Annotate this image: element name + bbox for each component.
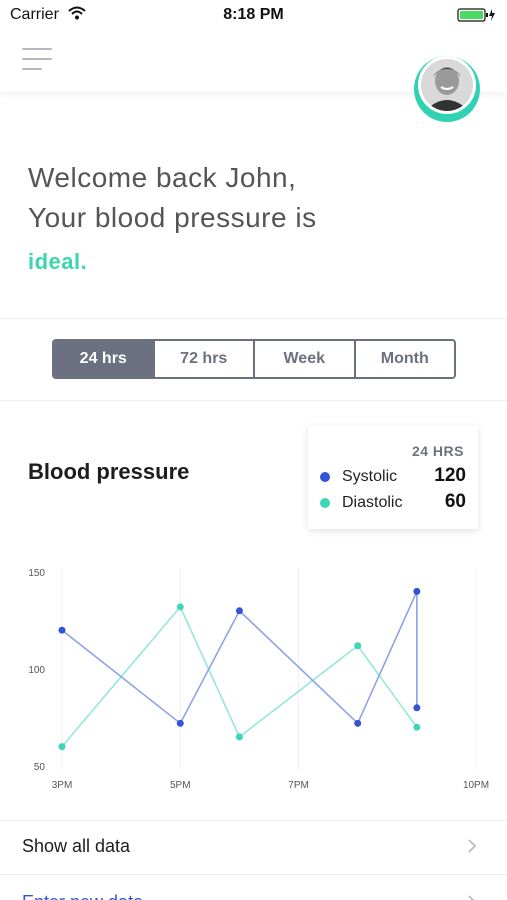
x-tick-label: 7PM <box>288 780 309 791</box>
pressure-status: ideal. <box>28 249 88 274</box>
legend-item-diastolic: Diastolic 60 <box>320 491 466 515</box>
systolic-point <box>413 587 421 595</box>
welcome-message: Welcome back John, Your blood pressure i… <box>28 158 317 282</box>
avatar-ring[interactable] <box>414 56 480 122</box>
clock: 8:18 PM <box>223 6 284 23</box>
divider <box>0 874 507 875</box>
avatar[interactable] <box>418 56 476 114</box>
y-tick-label: 150 <box>28 568 45 579</box>
enter-new-data-label: Enter new data <box>22 892 143 900</box>
carrier-label: Carrier <box>10 6 59 23</box>
tab-month[interactable]: Month <box>355 341 454 377</box>
show-all-data-row[interactable]: Show all data <box>0 820 507 874</box>
x-tick-label: 10PM <box>463 780 489 791</box>
legend-card: 24 HRS Systolic 120 Diastolic 60 <box>308 426 478 529</box>
systolic-point <box>354 719 362 727</box>
diastolic-point <box>235 733 243 741</box>
legend-period: 24 HRS <box>411 443 464 459</box>
section-title: Blood pressure <box>28 459 190 484</box>
x-tick-label: 5PM <box>170 780 191 791</box>
diastolic-point <box>176 603 184 611</box>
status-bar: Carrier 8:18 PM <box>0 0 507 30</box>
systolic-dot <box>320 472 330 482</box>
enter-new-data-row[interactable]: Enter new data <box>0 876 507 900</box>
welcome-line-2: Your blood pressure is <box>28 202 317 233</box>
wifi-icon <box>68 6 86 25</box>
x-tick-label: 3PM <box>52 780 73 791</box>
legend-item-systolic: Systolic 120 <box>320 465 466 489</box>
show-all-data-label: Show all data <box>22 836 131 856</box>
legend-value: 120 <box>434 465 466 486</box>
chevron-right-icon <box>467 894 477 900</box>
systolic-point <box>176 719 184 727</box>
tab-24-hrs[interactable]: 24 hrs <box>54 341 155 377</box>
divider <box>0 400 507 401</box>
chevron-right-icon <box>467 838 477 859</box>
diastolic-line <box>61 605 418 748</box>
tab-72-hrs[interactable]: 72 hrs <box>154 341 255 377</box>
y-tick-label: 50 <box>34 762 46 773</box>
legend-value: 60 <box>444 491 466 512</box>
tab-week[interactable]: Week <box>255 341 356 377</box>
systolic-point <box>235 607 243 615</box>
legend-name: Systolic <box>342 468 398 485</box>
blood-pressure-chart: 150 100 50 3PM 5PM 7PM 10PM <box>28 568 489 791</box>
divider <box>0 318 507 319</box>
divider <box>0 820 507 821</box>
y-tick-label: 100 <box>28 665 45 676</box>
diastolic-point <box>413 723 421 731</box>
diastolic-point <box>58 743 66 751</box>
battery-icon <box>457 7 497 28</box>
hamburger-icon[interactable] <box>22 48 52 70</box>
systolic-point <box>58 626 66 634</box>
systolic-line <box>61 591 418 725</box>
diastolic-dot <box>320 498 330 508</box>
systolic-point <box>413 704 421 712</box>
diastolic-point <box>354 642 362 650</box>
legend-name: Diastolic <box>342 494 403 511</box>
welcome-line-1: Welcome back John, <box>28 162 297 193</box>
range-selector: 24 hrs 72 hrs Week Month <box>52 339 456 379</box>
